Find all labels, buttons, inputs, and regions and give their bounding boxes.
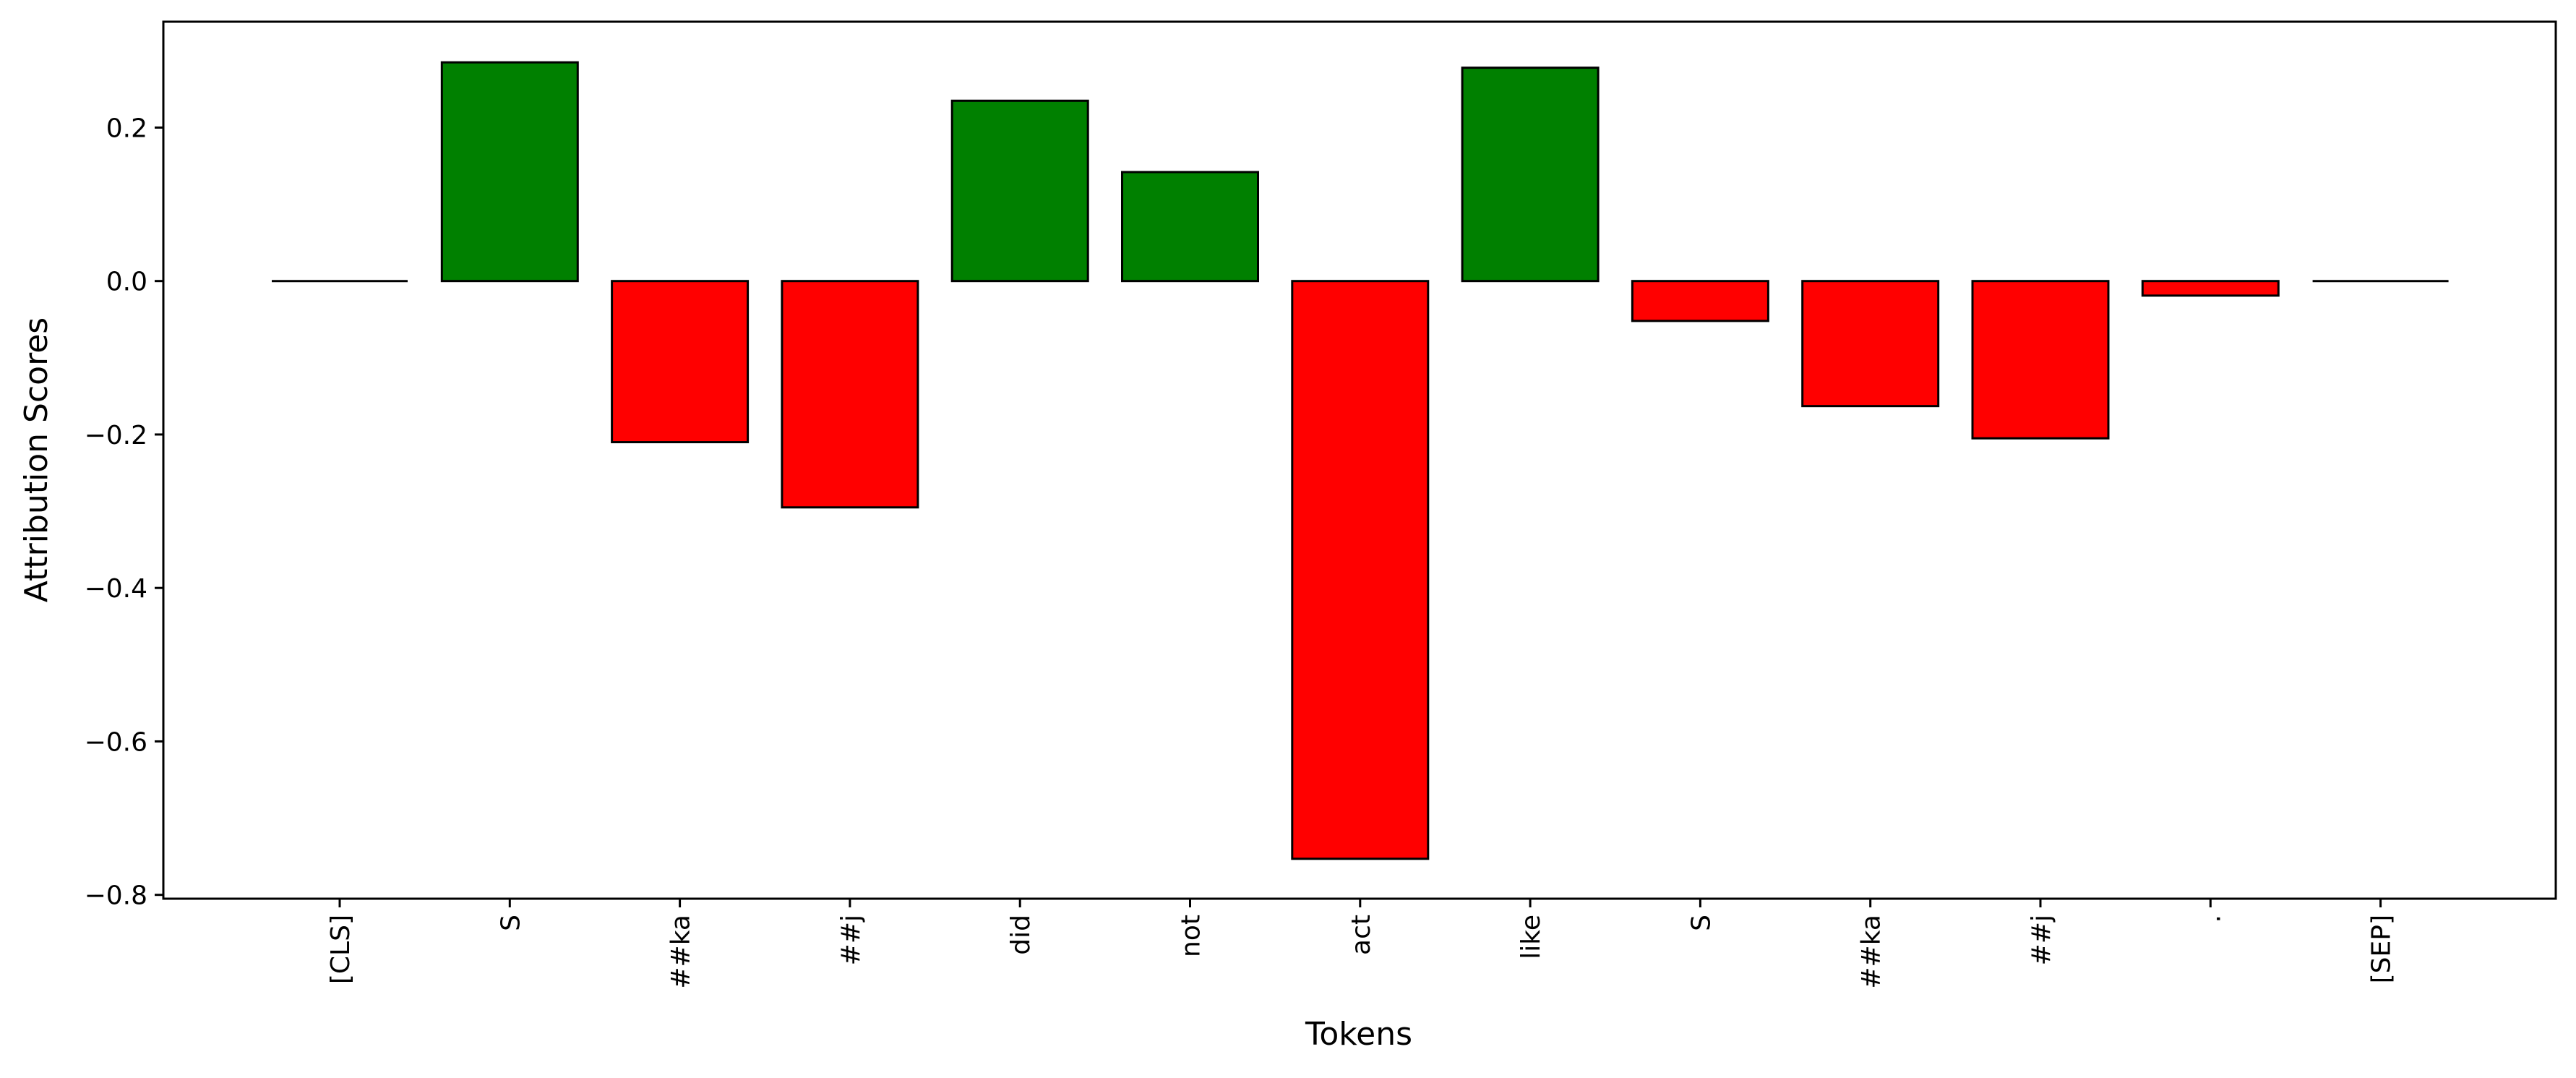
x-tick-label: ##ka bbox=[1857, 915, 1886, 989]
bar bbox=[2141, 280, 2280, 297]
x-tick-label: like bbox=[1516, 915, 1546, 959]
x-tick-label: act bbox=[1347, 915, 1376, 955]
bar bbox=[440, 61, 579, 283]
y-tick-label: 0.0 bbox=[106, 268, 147, 297]
x-tick-label: did bbox=[1006, 915, 1036, 955]
bar bbox=[1121, 171, 1259, 283]
y-axis: 0.2 0.0 −0.2 −0.4 −0.6 −0.8 bbox=[85, 114, 163, 911]
x-tick-label: ##j bbox=[2027, 915, 2056, 965]
x-tick-label: ##ka bbox=[666, 915, 696, 989]
bar bbox=[950, 99, 1089, 283]
bar bbox=[1291, 280, 1430, 860]
x-axis: [CLS] S ##ka ##j did not act like S ##ka ##j. [SEP] bbox=[326, 899, 2397, 989]
x-tick-label: [SEP] bbox=[2367, 915, 2397, 983]
bars-layer bbox=[272, 61, 2449, 860]
x-tick-label: . bbox=[2197, 915, 2226, 923]
bar bbox=[1971, 280, 2110, 440]
x-tick-label: S bbox=[496, 915, 525, 931]
x-tick-label: not bbox=[1177, 915, 1206, 957]
bar bbox=[611, 280, 750, 444]
y-tick-label: 0.2 bbox=[106, 114, 147, 143]
y-tick-label: −0.6 bbox=[85, 727, 147, 757]
y-axis-label: Attribution Scores bbox=[18, 317, 55, 602]
bar bbox=[1801, 280, 1940, 408]
y-tick-label: −0.2 bbox=[85, 421, 147, 450]
bar bbox=[1631, 280, 1769, 322]
bar bbox=[1461, 67, 1600, 283]
x-tick-label: ##j bbox=[836, 915, 866, 965]
x-tick-label: [CLS] bbox=[326, 915, 356, 984]
y-tick-label: −0.8 bbox=[85, 881, 147, 911]
x-axis-label: Tokens bbox=[1305, 1016, 1412, 1053]
bar bbox=[781, 280, 919, 509]
x-tick-label: S bbox=[1686, 915, 1716, 931]
y-tick-label: −0.4 bbox=[85, 574, 147, 604]
